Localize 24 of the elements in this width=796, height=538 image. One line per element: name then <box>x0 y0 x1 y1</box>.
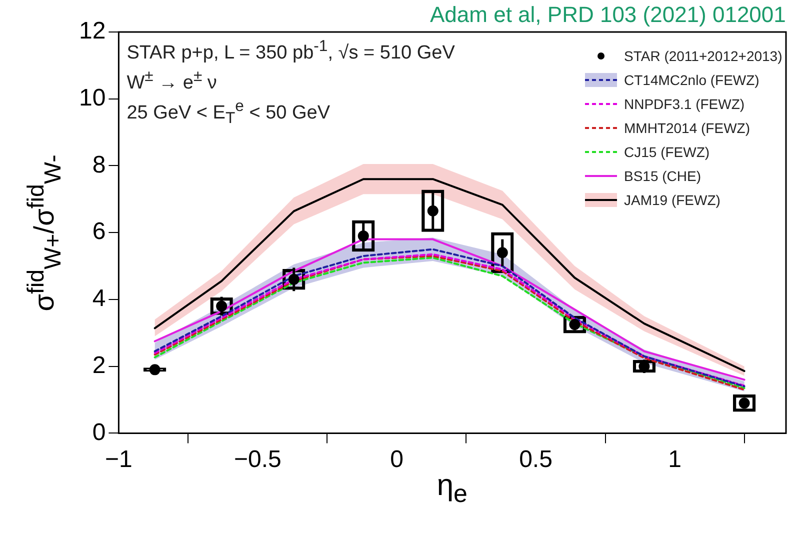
y-tick-label: 6 <box>92 218 106 246</box>
legend-label: JAM19 (FEWZ) <box>624 192 720 208</box>
annotation: STAR p+p, L = 350 pb$^{-1}$, √s = 510 GeV <box>126 38 455 64</box>
legend-label: BS15 (CHE) <box>624 168 702 184</box>
x-tick-label: 0 <box>390 446 404 474</box>
y-tick-label: 0 <box>92 418 106 446</box>
annotation: W$^{±}$ → e$^{±}$ ν <box>126 68 217 94</box>
y-tick-label: 2 <box>92 352 106 379</box>
legend-label: MMHT2014 (FEWZ) <box>624 120 750 136</box>
y-tick-label: 10 <box>78 84 106 112</box>
text: Adam et al, PRD 103 (2021) 012001 <box>430 2 786 28</box>
legend-label: CT14MC2nlo (FEWZ) <box>624 72 760 88</box>
y-tick-label: 8 <box>92 151 106 178</box>
legend-label: CJ15 (FEWZ) <box>624 144 710 160</box>
annotation: 25 GeV < E$_{T}$$^{e}$ < 50 GeV <box>126 98 330 128</box>
legend-label: STAR (2011+2012+2013) <box>624 48 782 64</box>
x-tick-label: −1 <box>105 446 132 474</box>
x-tick-label: 0.5 <box>519 446 552 474</box>
x-tick-label: 1 <box>668 446 682 474</box>
x-axis-title: η$_{e}$ <box>436 469 468 510</box>
y-tick-label: 12 <box>78 18 106 45</box>
y-tick-label: 4 <box>92 285 106 312</box>
legend-label: NNPDF3.1 (FEWZ) <box>624 96 745 112</box>
x-tick-label: −0.5 <box>234 446 282 474</box>
